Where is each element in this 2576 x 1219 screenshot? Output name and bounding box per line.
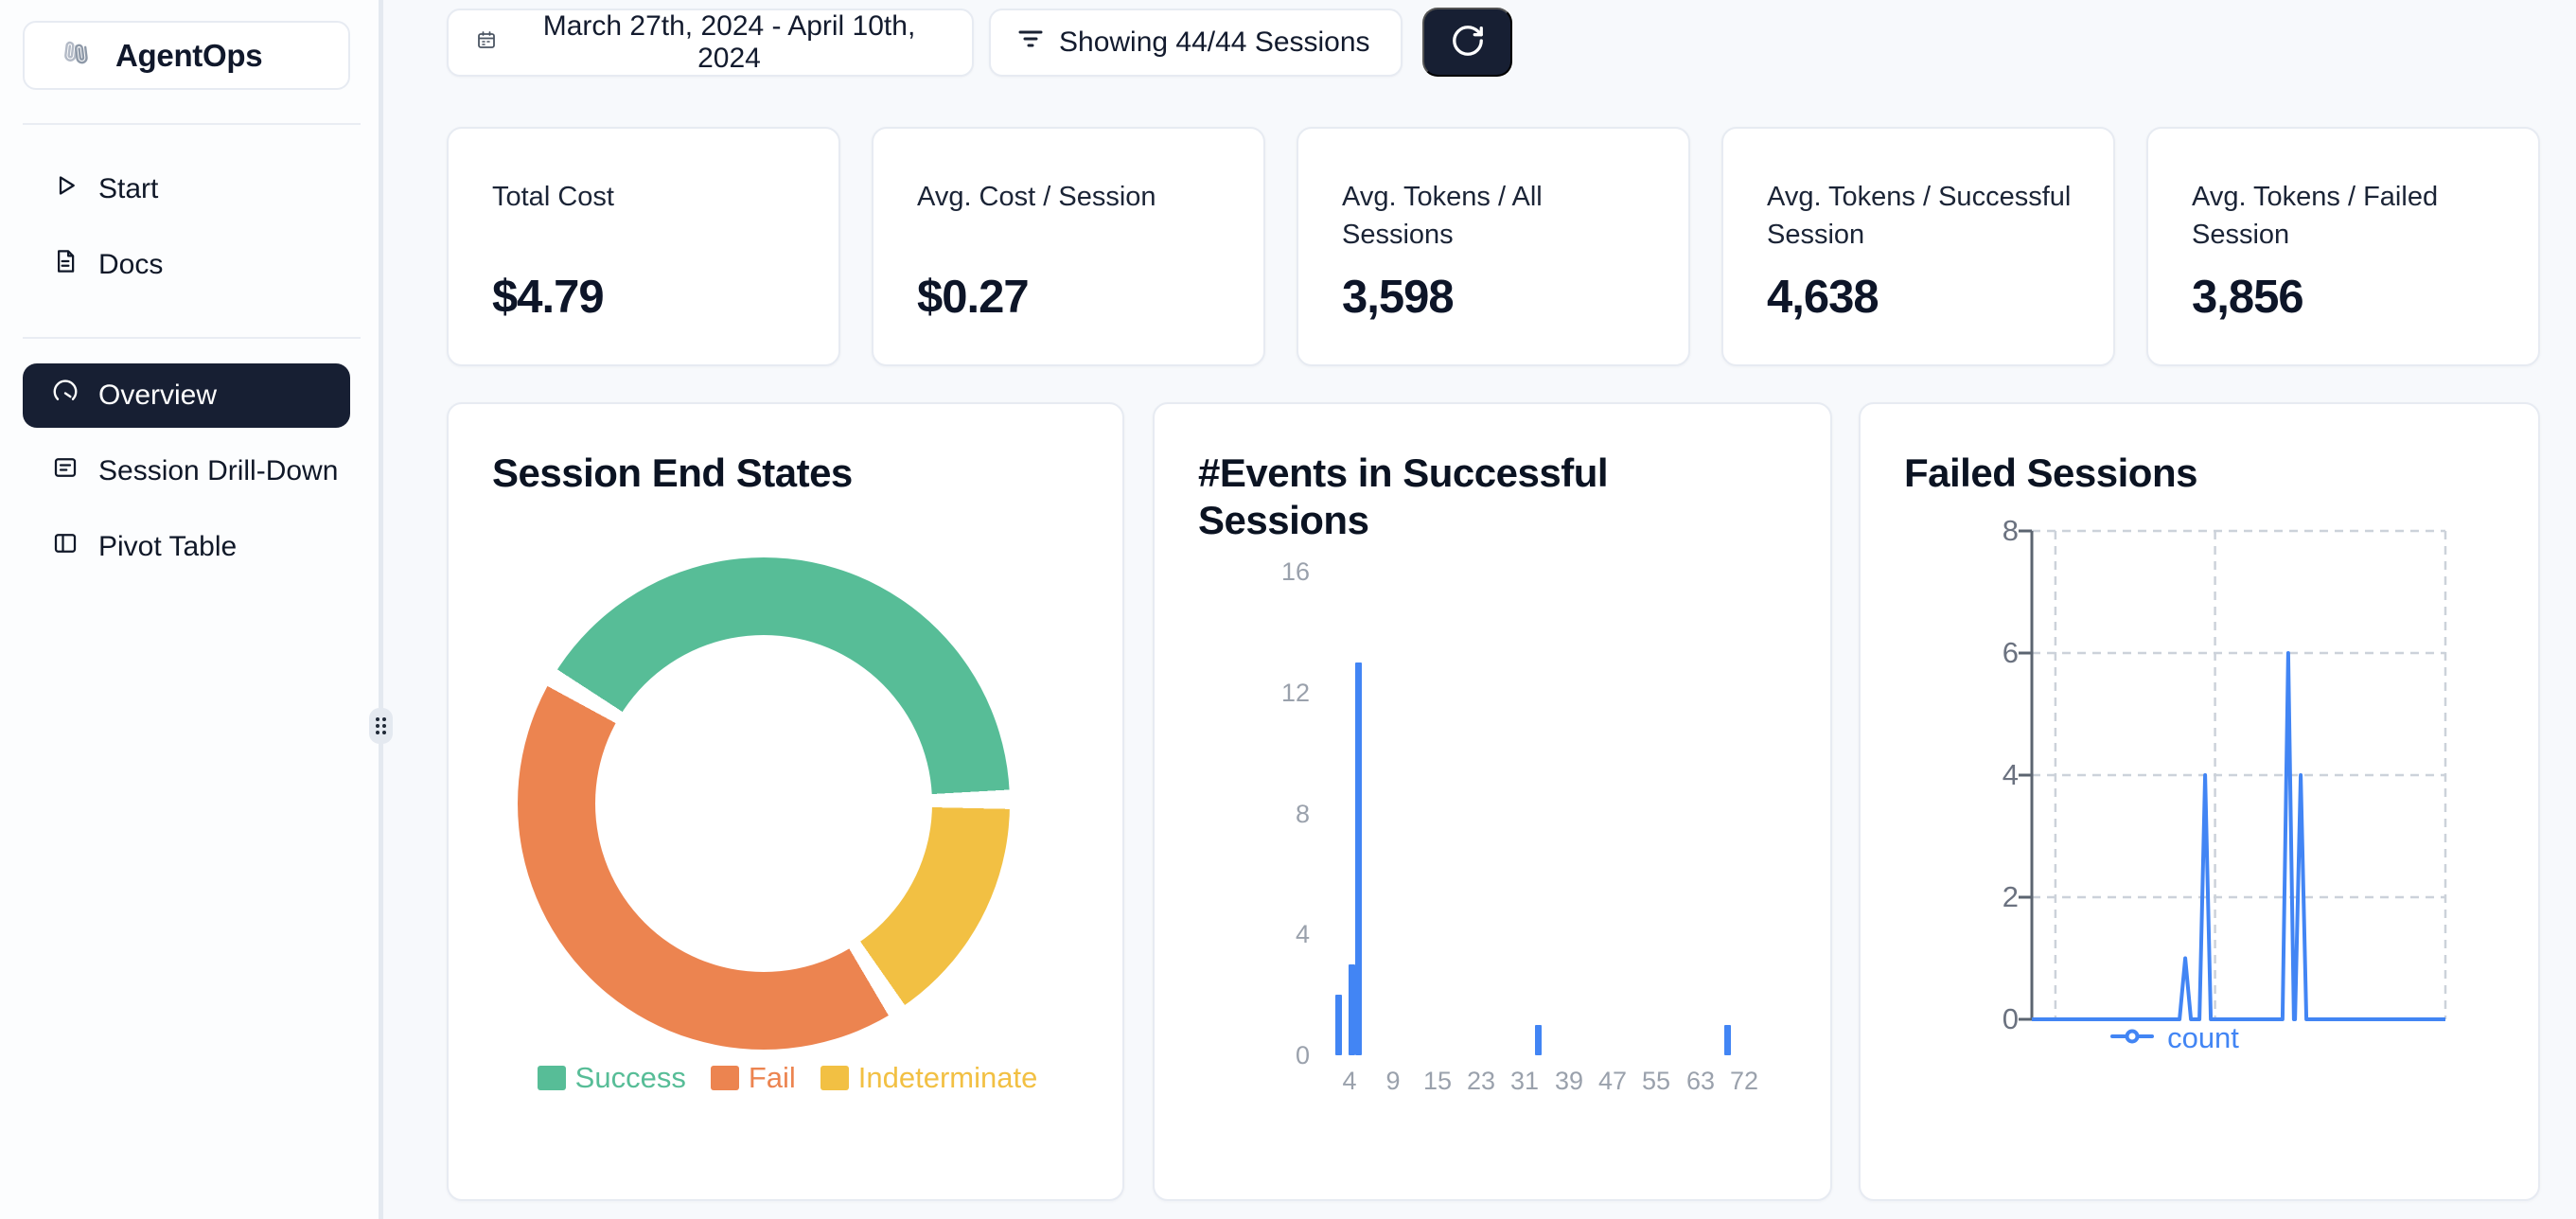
legend-label: Fail xyxy=(748,1061,796,1094)
sidebar-item-start[interactable]: Start xyxy=(23,159,350,220)
logo[interactable]: AgentOps xyxy=(23,21,350,90)
stat-value: 3,856 xyxy=(2192,272,2304,323)
agentops-paperclip-logo-icon xyxy=(53,30,98,80)
stat-card-avg-tokens-failed: Avg. Tokens / Failed Session 3,856 xyxy=(2146,127,2540,366)
sidebar-item-label: Start xyxy=(98,173,159,204)
legend-item-fail: Fail xyxy=(710,1061,796,1095)
stat-value: 3,598 xyxy=(1342,272,1455,323)
sidebar-divider-bottom xyxy=(23,337,361,339)
chart-title: Session End States xyxy=(492,450,853,495)
sidebar-item-label: Pivot Table xyxy=(98,531,238,562)
sidebar-divider-top xyxy=(23,123,361,125)
app-title: AgentOps xyxy=(115,37,263,73)
stat-value: $0.27 xyxy=(917,272,1030,323)
sidebar-resize-handle[interactable] xyxy=(369,708,393,744)
stat-label: Avg. Tokens / All Sessions xyxy=(1342,182,1543,250)
stat-card-avg-tokens-all: Avg. Tokens / All Sessions 3,598 xyxy=(1297,127,1690,366)
legend-item-success: Success xyxy=(537,1061,686,1095)
legend-label: Indeterminate xyxy=(857,1061,1038,1094)
stat-card-total-cost: Total Cost $4.79 xyxy=(447,127,840,366)
session-end-states-donut xyxy=(518,557,1010,1050)
sidebar-item-label: Docs xyxy=(98,249,164,280)
stat-label: Avg. Cost / Session xyxy=(917,182,1156,212)
fail-swatch xyxy=(710,1066,739,1090)
sidebar-item-label: Overview xyxy=(98,380,218,411)
date-range-button[interactable]: March 27th, 2024 - April 10th, 2024 xyxy=(447,9,974,77)
gauge-icon xyxy=(51,378,79,414)
legend-label: Success xyxy=(574,1061,686,1094)
filter-lines-icon xyxy=(1017,26,1044,60)
line-marker-icon xyxy=(2110,1027,2155,1051)
legend-item-indeterminate: Indeterminate xyxy=(820,1061,1038,1095)
events-bar-plot: 4 9 15 23 31 39 47 55 63 72 xyxy=(1325,572,1798,1095)
stat-value: $4.79 xyxy=(492,272,605,323)
session-end-states-card: Session End States Success Fail Indeterm… xyxy=(447,402,1124,1201)
sidebar-item-docs[interactable]: Docs xyxy=(23,235,350,295)
refresh-icon xyxy=(1450,23,1486,62)
events-in-successful-sessions-card: #Events in Successful Sessions 0 4 8 12 16 4… xyxy=(1153,402,1832,1201)
sidebar-item-label: Session Drill-Down xyxy=(98,455,339,486)
sessions-filter-button[interactable]: Showing 44/44 Sessions xyxy=(989,9,1403,77)
success-swatch xyxy=(537,1066,566,1090)
stat-label: Avg. Tokens / Failed Session xyxy=(2192,182,2439,250)
sessions-filter-label: Showing 44/44 Sessions xyxy=(1059,26,1370,58)
chart-title: Failed Sessions xyxy=(1904,450,2197,495)
calendar-icon xyxy=(475,26,498,59)
play-icon xyxy=(51,171,79,207)
sidebar-item-session-drill-down[interactable]: Session Drill-Down xyxy=(23,441,350,502)
stat-label: Avg. Tokens / Successful Session xyxy=(1767,182,2072,250)
events-y-axis-labels: 0 4 8 12 16 xyxy=(1280,557,1310,1069)
stat-label: Total Cost xyxy=(492,182,614,212)
stat-value: 4,638 xyxy=(1767,272,1879,323)
sidebar: AgentOps Start Docs Overview xyxy=(0,0,383,1219)
docs-icon xyxy=(51,247,79,283)
donut-legend: Success Fail Indeterminate xyxy=(449,1061,1126,1095)
stat-card-avg-cost-session: Avg. Cost / Session $0.27 xyxy=(872,127,1265,366)
list-panel-icon xyxy=(51,453,79,489)
stat-card-avg-tokens-successful: Avg. Tokens / Successful Session 4,638 xyxy=(1721,127,2115,366)
sidebar-item-overview[interactable]: Overview xyxy=(23,363,350,428)
date-range-label: March 27th, 2024 - April 10th, 2024 xyxy=(542,10,916,74)
refresh-button[interactable] xyxy=(1422,8,1512,77)
chart-title: #Events in Successful Sessions xyxy=(1198,450,1609,542)
columns-icon xyxy=(51,529,79,565)
sidebar-item-pivot-table[interactable]: Pivot Table xyxy=(23,517,350,577)
failed-sessions-line-chart xyxy=(2019,529,2447,1021)
legend-label: count xyxy=(2167,1021,2239,1054)
indeterminate-swatch xyxy=(820,1066,849,1090)
failed-sessions-legend: count xyxy=(1834,1021,2515,1055)
